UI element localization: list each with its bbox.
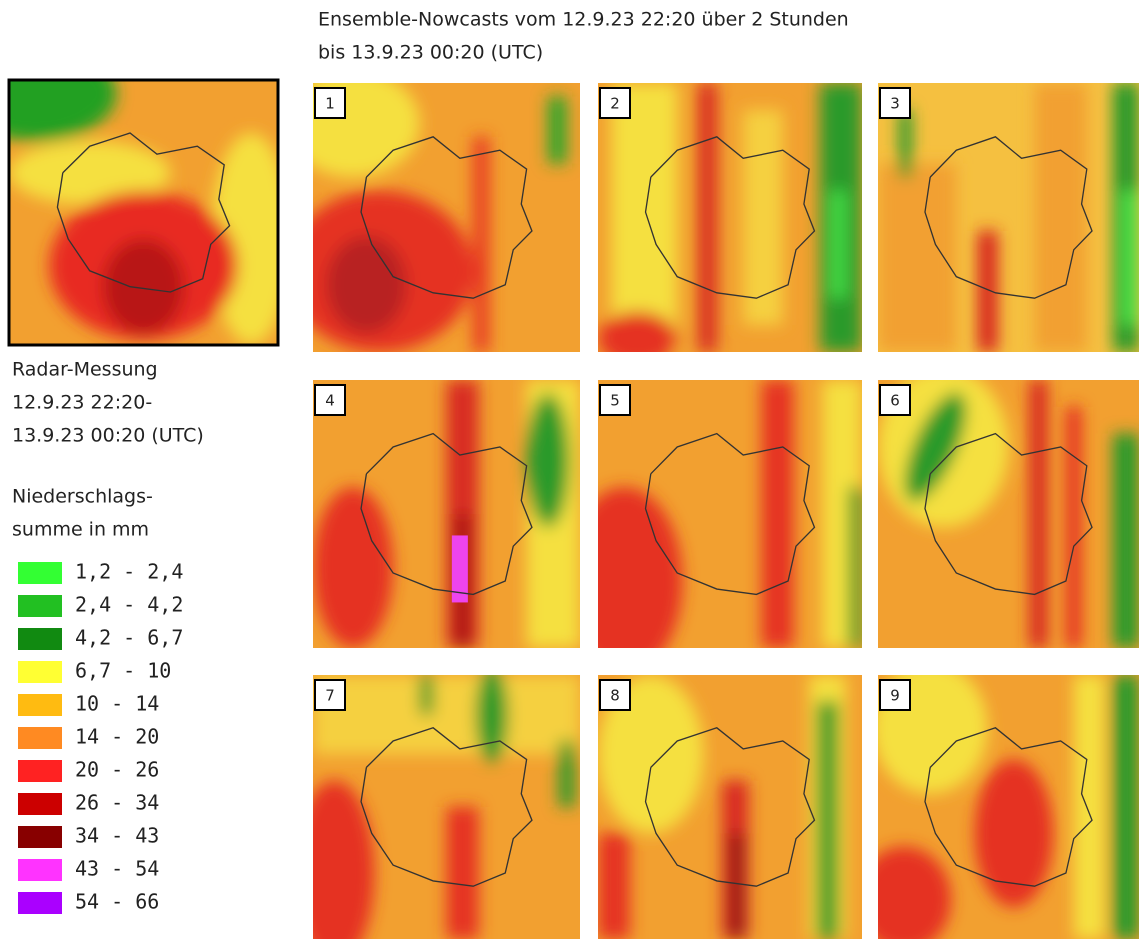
panel-number-box bbox=[879, 87, 911, 119]
nowcast-map bbox=[598, 83, 862, 352]
legend-label: 1,2 - 2,4 bbox=[75, 560, 183, 584]
legend-title: Niederschlags- bbox=[12, 486, 153, 508]
legend-label: 34 - 43 bbox=[75, 824, 159, 848]
panel-number: 7 bbox=[325, 687, 335, 705]
legend-title: summe in mm bbox=[12, 519, 149, 541]
legend-swatch bbox=[18, 694, 62, 716]
caption: 13.9.23 00:20 (UTC) bbox=[12, 425, 204, 447]
nowcast-map bbox=[598, 380, 862, 648]
panel-number: 2 bbox=[610, 95, 620, 113]
legend-swatch bbox=[18, 661, 62, 683]
panel-number: 1 bbox=[325, 95, 335, 113]
panel-number-box bbox=[599, 679, 631, 711]
legend-label: 14 - 20 bbox=[75, 725, 159, 749]
legend-swatch bbox=[18, 859, 62, 881]
legend-swatch bbox=[18, 760, 62, 782]
panel-number-box bbox=[599, 87, 631, 119]
legend-label: 4,2 - 6,7 bbox=[75, 626, 183, 650]
nowcast-map bbox=[878, 380, 1139, 648]
panel-number: 6 bbox=[890, 392, 900, 410]
legend-label: 10 - 14 bbox=[75, 692, 159, 716]
nowcast-map bbox=[313, 380, 580, 648]
panel-number-box bbox=[879, 384, 911, 416]
map-frame bbox=[7, 78, 280, 347]
legend-swatch bbox=[18, 595, 62, 617]
nowcast-map bbox=[313, 83, 580, 352]
panel-number-box bbox=[879, 679, 911, 711]
caption: 12.9.23 22:20- bbox=[12, 392, 152, 414]
nowcast-map bbox=[878, 83, 1139, 352]
nowcast-map bbox=[878, 675, 1139, 939]
legend-label: 6,7 - 10 bbox=[75, 659, 171, 683]
legend: 1,2 - 2,4 2,4 - 4,2 4,2 - 6,7 6,7 - 10 10 - … bbox=[18, 560, 183, 914]
title: bis 13.9.23 00:20 (UTC) bbox=[318, 42, 543, 64]
title: Ensemble-Nowcasts vom 12.9.23 22:20 über… bbox=[318, 9, 849, 31]
legend-swatch bbox=[18, 628, 62, 650]
panel-number-box bbox=[314, 87, 346, 119]
legend-swatch bbox=[18, 727, 62, 749]
legend-swatch bbox=[18, 793, 62, 815]
panel-number-box bbox=[314, 384, 346, 416]
caption: Radar-Messung bbox=[12, 359, 158, 381]
radar-map bbox=[9, 80, 278, 345]
panel-number: 3 bbox=[890, 95, 900, 113]
panel-number: 8 bbox=[610, 687, 620, 705]
nowcast-map bbox=[598, 675, 862, 939]
legend-label: 43 - 54 bbox=[75, 857, 159, 881]
legend-label: 26 - 34 bbox=[75, 791, 159, 815]
legend-label: 2,4 - 4,2 bbox=[75, 593, 183, 617]
panel-number: 4 bbox=[325, 392, 335, 410]
panel-number: 5 bbox=[610, 392, 620, 410]
panel-number: 9 bbox=[890, 687, 900, 705]
nowcast-map bbox=[313, 675, 580, 939]
legend-label: 54 - 66 bbox=[75, 890, 159, 914]
legend-swatch bbox=[18, 892, 62, 914]
legend-swatch bbox=[18, 562, 62, 584]
panel-number-box bbox=[599, 384, 631, 416]
legend-swatch bbox=[18, 826, 62, 848]
panel-number-box bbox=[314, 679, 346, 711]
legend-label: 20 - 26 bbox=[75, 758, 159, 782]
